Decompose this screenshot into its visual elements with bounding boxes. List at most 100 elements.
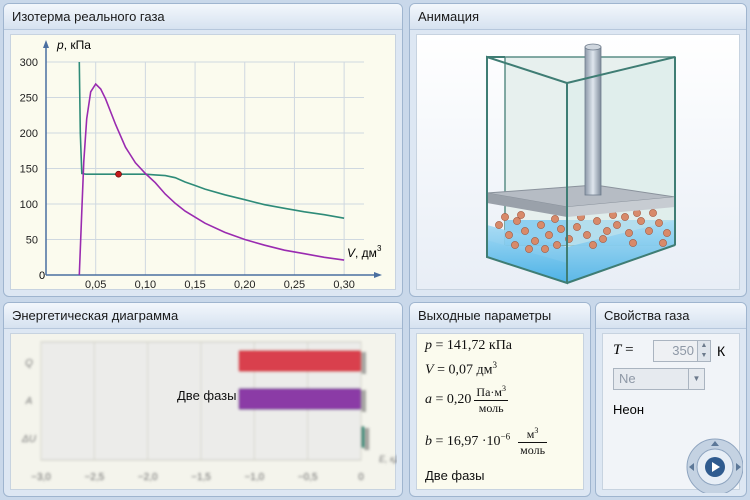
piston-rod: [584, 46, 602, 196]
energy-bar: [238, 388, 361, 410]
gas-molecule: [525, 245, 533, 253]
energy-x-tick: −2,5: [84, 472, 104, 483]
phase-output: Две фазы: [425, 468, 485, 483]
volume-output: V = 0,07 дм3: [425, 360, 497, 378]
gas-molecule: [521, 227, 529, 235]
output-panel-title: Выходные параметры: [410, 303, 590, 329]
gas-molecule: [603, 227, 611, 235]
gas-molecule: [625, 229, 633, 237]
energy-axis-label: E, кДж: [379, 454, 397, 464]
x-tick-label: 0,15: [184, 279, 205, 291]
a-constant-output: a = 0,20 Па·м3 моль: [425, 384, 508, 415]
gas-molecule: [557, 225, 565, 233]
gas-molecule: [593, 217, 601, 225]
energy-row-label: ΔU: [21, 434, 37, 445]
gas-molecule: [613, 221, 621, 229]
animation-panel-title: Анимация: [410, 4, 746, 30]
gas-molecule: [501, 213, 509, 221]
energy-bar-shadow: [361, 390, 366, 412]
series-line-0: [78, 61, 345, 219]
temperature-input[interactable]: 350: [653, 340, 711, 362]
gas-molecule: [513, 217, 521, 225]
y-tick-label: 300: [20, 57, 38, 69]
b-constant-output: b = 16,97 ·10−6 м3 моль: [425, 426, 548, 457]
play-control-icon[interactable]: [677, 433, 743, 493]
energy-bar-shadow: [361, 352, 366, 374]
origin-label: 0: [39, 270, 45, 282]
y-tick-label: 200: [20, 128, 38, 140]
energy-chart: −3,0 −2,5 −2,0 −1,5 −1,0 −0,5 0 Q A ΔU E, кДж Две …: [21, 341, 402, 483]
gas-molecule: [545, 231, 553, 239]
gas-molecule: [599, 235, 607, 243]
container-edge: [566, 56, 676, 84]
gas-molecule: [655, 219, 663, 227]
isotherm-panel: Изотерма реального газа 0,05 0,10 0,15 0,20…: [3, 3, 403, 297]
gas-select-value: Ne: [619, 371, 636, 386]
energy-x-tick: −2,0: [138, 472, 158, 483]
gas-select[interactable]: Ne ▼: [613, 368, 705, 390]
energy-chart-area: −3,0 −2,5 −2,0 −1,5 −1,0 −0,5 0 Q A ΔU E, кДж Две …: [10, 333, 402, 490]
piston-front: [487, 193, 567, 217]
state-point-marker[interactable]: [115, 170, 122, 178]
energy-chart-content: −3,0 −2,5 −2,0 −1,5 −1,0 −0,5 0 Q A ΔU E, кДж: [21, 341, 402, 483]
y-axis-label: p, кПа: [56, 38, 91, 52]
gas-molecule: [505, 231, 513, 239]
animation-panel: Анимация: [409, 3, 747, 297]
gas-molecule: [649, 209, 657, 217]
gas-molecule: [551, 215, 559, 223]
y-tick-label: 50: [26, 235, 38, 247]
energy-x-tick: 0: [358, 472, 364, 483]
output-body: p = 141,72 кПа V = 0,07 дм3 a = 0,20 Па·м…: [416, 333, 584, 490]
energy-x-tick: −1,5: [191, 472, 211, 483]
energy-panel: Энергетическая диаграмма −3,0 −2,5 −2,0 −1,…: [3, 302, 403, 497]
gas-properties-panel: Свойства газа T = 350 ▲ ▼ К Ne ▼ Неон: [595, 302, 747, 497]
energy-row-label: A: [25, 396, 33, 407]
temperature-spinner[interactable]: ▲ ▼: [697, 341, 710, 361]
gas-molecule: [637, 217, 645, 225]
isotherm-panel-title: Изотерма реального газа: [4, 4, 402, 30]
gas-molecule: [659, 239, 667, 247]
gas-molecule: [589, 241, 597, 249]
gas-molecule: [663, 229, 671, 237]
series-line-1: [78, 82, 345, 276]
piston-rod-cap: [584, 43, 602, 51]
y-tick-label: 250: [20, 93, 38, 105]
animation-area: [416, 34, 740, 290]
piston-side: [567, 197, 675, 217]
gas-name: Неон: [613, 402, 645, 417]
x-tick-label: 0,25: [284, 279, 305, 291]
energy-x-tick: −0,5: [298, 472, 318, 483]
container-edge: [566, 244, 676, 284]
gas-molecule: [517, 211, 525, 219]
x-tick-label: 0,10: [135, 279, 156, 291]
gas-properties-body: T = 350 ▲ ▼ К Ne ▼ Неон: [602, 333, 743, 493]
gas-molecule: [537, 221, 545, 229]
gas-molecule: [531, 237, 539, 245]
chevron-down-icon[interactable]: ▼: [688, 369, 704, 389]
gas-properties-panel-title: Свойства газа: [596, 303, 746, 329]
energy-row-label: Q: [25, 358, 33, 369]
energy-bar: [361, 426, 365, 448]
gas-cylinder-illustration: [486, 43, 676, 285]
gas-molecule: [553, 241, 561, 249]
energy-panel-title: Энергетическая диаграмма: [4, 303, 402, 329]
energy-x-tick: −3,0: [31, 472, 51, 483]
energy-bar: [238, 350, 361, 372]
gas-molecule: [541, 245, 549, 253]
gas-molecule: [573, 223, 581, 231]
x-tick-label: 0,05: [85, 279, 106, 291]
gas-molecule: [621, 213, 629, 221]
gas-molecule: [495, 221, 503, 229]
gas-molecule: [645, 227, 653, 235]
gas-molecule: [629, 239, 637, 247]
y-tick-label: 100: [20, 199, 38, 211]
chart-series: [78, 61, 345, 276]
isotherm-chart-area: 0,05 0,10 0,15 0,20 0,25 0,30 50 100 150 200 250 30…: [10, 34, 396, 291]
gas-molecule: [583, 231, 591, 239]
energy-phase-label: Две фазы: [177, 388, 237, 403]
x-axis-arrow: [374, 272, 382, 278]
isotherm-chart: 0,05 0,10 0,15 0,20 0,25 0,30 50 100 150 200 250 30…: [20, 38, 382, 291]
energy-x-tick: −1,0: [244, 472, 264, 483]
spin-down-icon[interactable]: ▼: [698, 351, 710, 361]
spin-up-icon[interactable]: ▲: [698, 341, 710, 351]
